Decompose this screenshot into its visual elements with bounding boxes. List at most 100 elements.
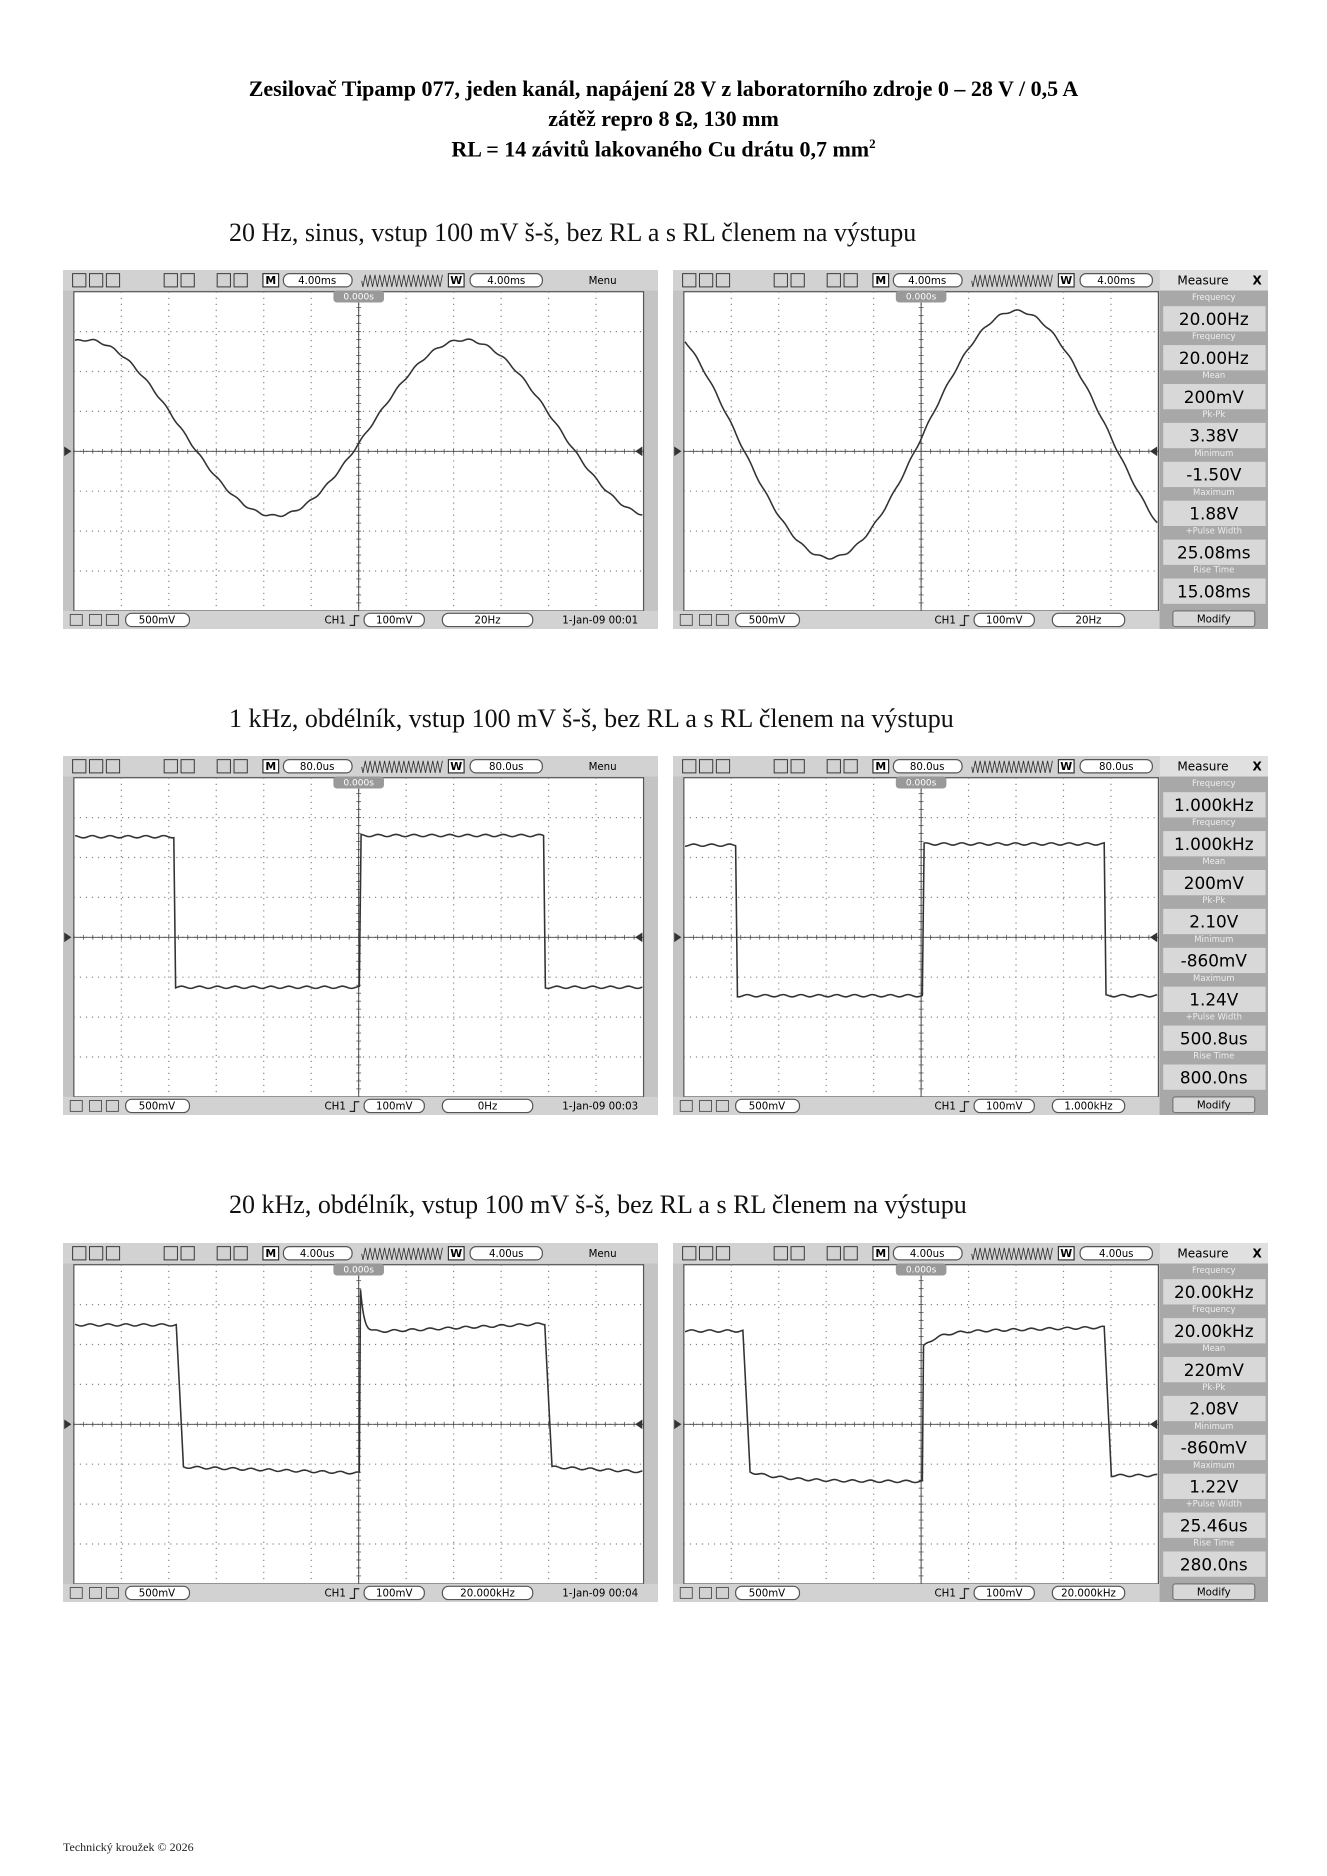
toolbar-icon	[699, 273, 714, 288]
trigger-position: 0.000s	[343, 293, 374, 303]
value-box	[282, 1246, 353, 1261]
trigger-position: 0.000s	[343, 1266, 374, 1276]
memory-bar	[361, 274, 443, 287]
toolbar-icon	[89, 759, 104, 774]
measure-label: Pk-Pk	[1202, 1382, 1225, 1392]
title-text: RL = 14 závitů lakovaného Cu drátu 0,7 m…	[451, 136, 870, 162]
toolbar-icon	[682, 1246, 697, 1261]
modify-button	[1172, 1096, 1256, 1114]
mode-marker: M	[875, 760, 886, 773]
value-box	[469, 759, 543, 774]
channel-scale: 500mV	[749, 1102, 785, 1113]
status-icon	[679, 1100, 693, 1112]
value-box	[892, 273, 963, 288]
section-heading: 20 Hz, sinus, vstup 100 mV š-š, bez RL a…	[229, 218, 917, 247]
marker-box	[262, 273, 280, 288]
status-icon	[699, 1100, 712, 1112]
status-icon	[105, 1587, 119, 1599]
mode-marker: W	[1060, 274, 1072, 287]
memory-bar	[361, 760, 443, 773]
trigger-marker	[1149, 446, 1158, 457]
marker-box	[872, 1246, 890, 1261]
trigger-edge-icon	[959, 1101, 970, 1112]
status-icon	[89, 1100, 102, 1112]
measure-title: Measure	[1177, 759, 1228, 773]
trigger-marker	[635, 932, 643, 943]
channel: CH1	[935, 1589, 956, 1600]
modify-label: Modify	[1197, 1100, 1231, 1111]
channel-scale: 500mV	[139, 1102, 175, 1113]
measure-value-box	[1163, 306, 1266, 332]
trigger-marker	[635, 1419, 643, 1430]
ground-marker	[64, 446, 72, 457]
toolbar-icon	[682, 273, 697, 288]
marker-box	[262, 1246, 280, 1261]
value-box	[1079, 759, 1153, 774]
trigger-position-box	[333, 776, 384, 789]
measure-label: +Pulse Width	[1186, 1012, 1242, 1022]
footer: Technický kroužek © 2026	[63, 1840, 194, 1854]
value-box	[363, 612, 425, 628]
measure-label: Pk-Pk	[1202, 895, 1225, 905]
toolbar-icon	[89, 1246, 104, 1261]
measure-value-box	[1163, 500, 1266, 526]
measure-value: 2.10V	[1189, 912, 1239, 932]
toolbar-icon	[715, 273, 731, 288]
measure-value: 200mV	[1184, 387, 1245, 407]
marker-box	[1057, 273, 1075, 288]
trigger-edge-icon	[959, 615, 970, 626]
marker-box	[872, 273, 890, 288]
measure-label: Frequency	[1192, 331, 1236, 341]
window-timebase: 80.0us	[1099, 762, 1134, 773]
status-icon	[679, 1587, 693, 1599]
measure-label: Mean	[1202, 370, 1225, 380]
value-box	[1051, 612, 1126, 628]
toolbar-icon	[826, 1246, 841, 1261]
trigger-position-box	[333, 1263, 384, 1276]
trigger-edge-icon	[349, 1101, 360, 1112]
measure-value: 20.00Hz	[1179, 348, 1249, 368]
value-box	[735, 1585, 801, 1601]
frequency: 20Hz	[1076, 616, 1102, 627]
toolbar-icon	[180, 759, 195, 774]
oscilloscope-screen: M 80.0us W 80.0us 0.000s 500mV CH1 100mV 0Hz Menu…	[63, 756, 658, 1115]
value-box	[973, 612, 1035, 628]
toolbar-icon	[180, 273, 195, 288]
value-box	[973, 1098, 1035, 1114]
channel-scale: 500mV	[749, 1589, 785, 1600]
measure-value-box	[1163, 422, 1266, 449]
measure-value: 20.00Hz	[1179, 309, 1249, 329]
waveform	[74, 833, 643, 990]
measure-label: +Pulse Width	[1186, 526, 1242, 536]
title-line: RL = 14 závitů lakovaného Cu drátu 0,7 m…	[0, 136, 1327, 162]
measure-value: 1.88V	[1189, 504, 1239, 524]
measure-value: -860mV	[1181, 951, 1248, 971]
window-timebase: 4.00us	[489, 1249, 524, 1260]
mode-marker: M	[875, 1247, 886, 1260]
modify-button	[1172, 610, 1256, 628]
trigger-level: 100mV	[376, 1589, 412, 1600]
trigger-position: 0.000s	[343, 779, 374, 789]
measure-label: Maximum	[1193, 1460, 1235, 1470]
memory-bar	[971, 274, 1053, 287]
value-box	[892, 1246, 963, 1261]
measure-value: 200mV	[1184, 873, 1245, 893]
measure-value-box	[1163, 1025, 1266, 1051]
measure-label: Minimum	[1194, 448, 1233, 458]
measure-value: -860mV	[1181, 1438, 1248, 1458]
value-box	[735, 612, 801, 628]
trigger-edge-icon	[959, 1588, 970, 1599]
status-icon	[679, 614, 693, 626]
measure-value: 1.000kHz	[1174, 834, 1254, 854]
measure-value-box	[1163, 345, 1266, 371]
measure-value-box	[1163, 792, 1266, 818]
toolbar-icon	[163, 273, 178, 288]
modify-label: Modify	[1197, 614, 1231, 625]
value-box	[1079, 273, 1153, 288]
trigger-marker	[1149, 932, 1158, 943]
channel-scale: 500mV	[749, 616, 785, 627]
status-icon	[699, 1587, 712, 1599]
status-icon	[69, 1100, 83, 1112]
toolbar-icon	[163, 1246, 178, 1261]
superscript: 2	[869, 136, 876, 151]
